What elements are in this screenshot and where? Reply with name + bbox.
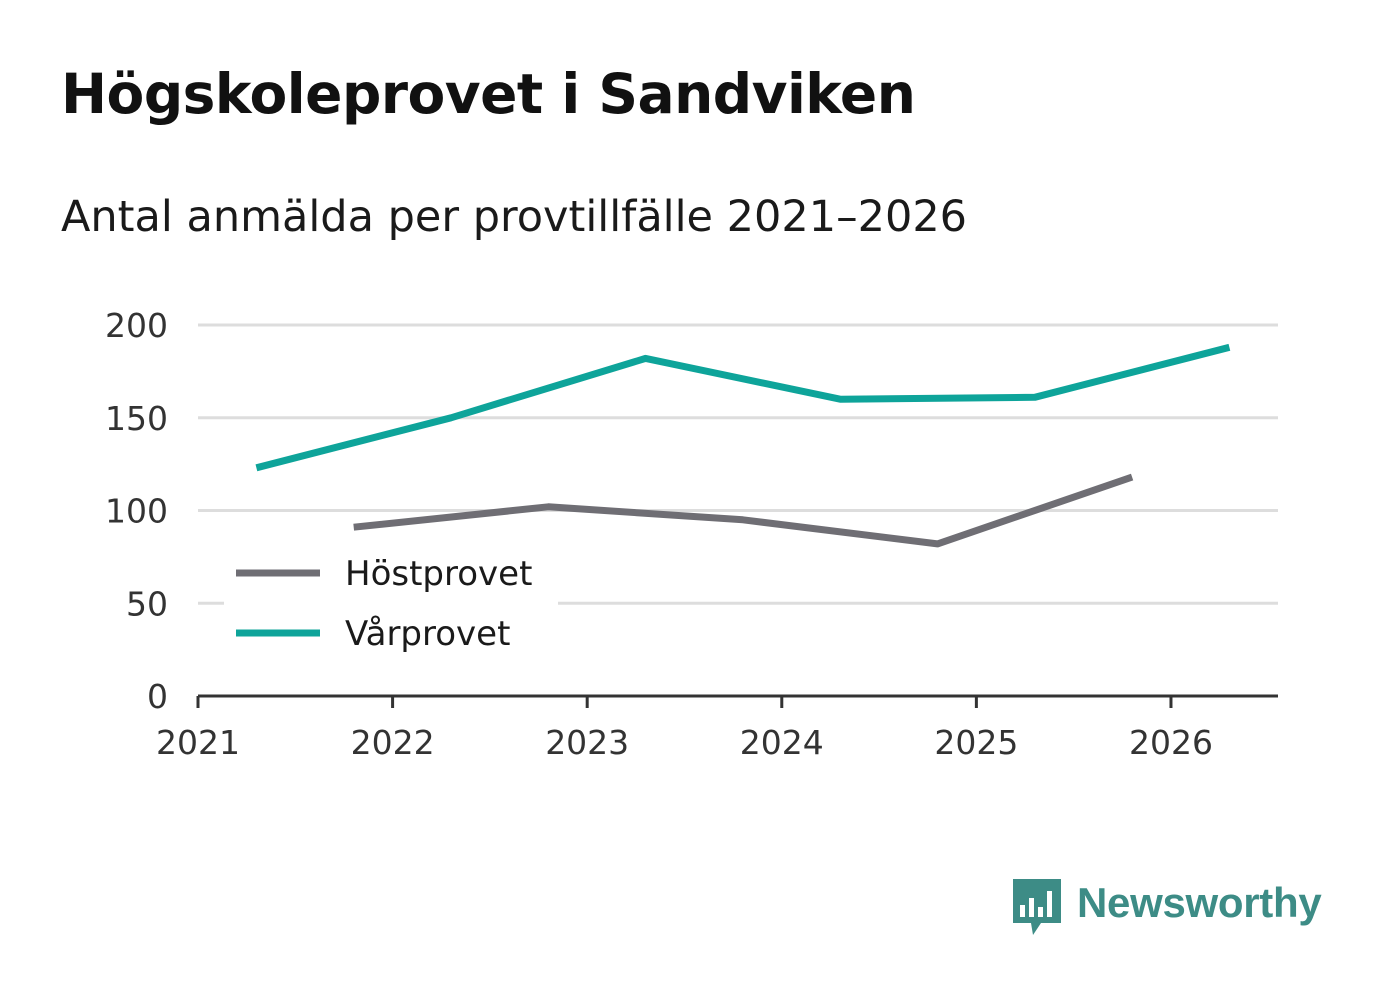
brand-name: Newsworthy — [1077, 879, 1322, 926]
series-lines — [255, 343, 1231, 548]
legend-label-0: Höstprovet — [345, 554, 532, 594]
x-axis — [196, 694, 1278, 708]
bar-chart-speech-bubble-icon — [1013, 879, 1061, 935]
x-tick-label-2026: 2026 — [1129, 723, 1213, 762]
series-line-1 — [255, 343, 1231, 472]
x-tick-label-2023: 2023 — [545, 723, 629, 762]
x-tick-label-2024: 2024 — [740, 723, 824, 762]
x-axis-tick-labels: 2021 2022 2023 2024 2025 2026 — [156, 723, 1213, 762]
x-tick-label-2021: 2021 — [156, 723, 240, 762]
series-line-0 — [353, 473, 1134, 548]
legend-label-1: Vårprovet — [345, 614, 510, 654]
y-axis-tick-labels: 0 50 100 150 200 — [105, 306, 168, 716]
chart-subtitle: Antal anmälda per provtillfälle 2021–202… — [61, 192, 968, 242]
y-tick-label-0: 0 — [147, 677, 168, 716]
y-tick-label-150: 150 — [105, 399, 168, 438]
legend-box — [224, 545, 558, 663]
y-tick-label-200: 200 — [105, 306, 168, 345]
x-tick-label-2025: 2025 — [934, 723, 1018, 762]
legend: Höstprovet Vårprovet — [224, 545, 558, 663]
y-tick-label-50: 50 — [126, 584, 168, 623]
chart-title: Högskoleprovet i Sandviken — [61, 62, 916, 126]
y-tick-label-100: 100 — [105, 492, 168, 531]
newsworthy-logo: Newsworthy — [1011, 877, 1322, 939]
x-tick-label-2022: 2022 — [351, 723, 435, 762]
